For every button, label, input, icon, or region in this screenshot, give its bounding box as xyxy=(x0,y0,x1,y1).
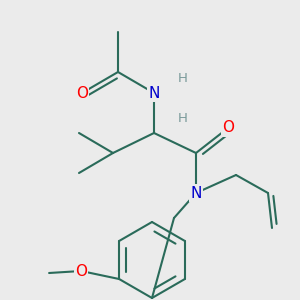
Text: N: N xyxy=(190,185,202,200)
Text: N: N xyxy=(148,85,160,100)
Text: H: H xyxy=(178,71,188,85)
Text: H: H xyxy=(178,112,188,124)
Text: O: O xyxy=(222,121,234,136)
Text: O: O xyxy=(76,85,88,100)
Text: O: O xyxy=(75,263,87,278)
